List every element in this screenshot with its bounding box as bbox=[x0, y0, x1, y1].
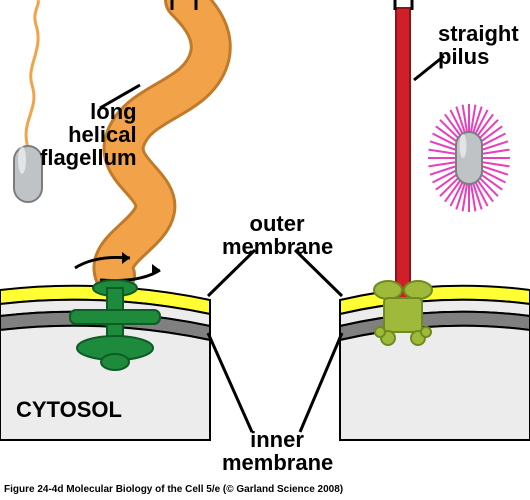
label-cytosol: CYTOSOL bbox=[16, 398, 122, 421]
label-outer-membrane: outer membrane bbox=[222, 212, 332, 258]
bacterium-left bbox=[14, 0, 42, 202]
figure-caption: Figure 24-4d Molecular Biology of the Ce… bbox=[4, 484, 343, 495]
flagellum-thread bbox=[26, 0, 38, 148]
bacterium-right bbox=[428, 104, 510, 212]
label-inner-membrane: inner membrane bbox=[222, 428, 332, 474]
right-membrane-stack bbox=[340, 286, 530, 440]
label-straight-pilus: straight pilus bbox=[438, 22, 519, 68]
pilus bbox=[395, 0, 412, 298]
label-long-helical-flagellum: long helical flagellum bbox=[40, 100, 137, 169]
cytosol-region-right bbox=[340, 326, 530, 440]
